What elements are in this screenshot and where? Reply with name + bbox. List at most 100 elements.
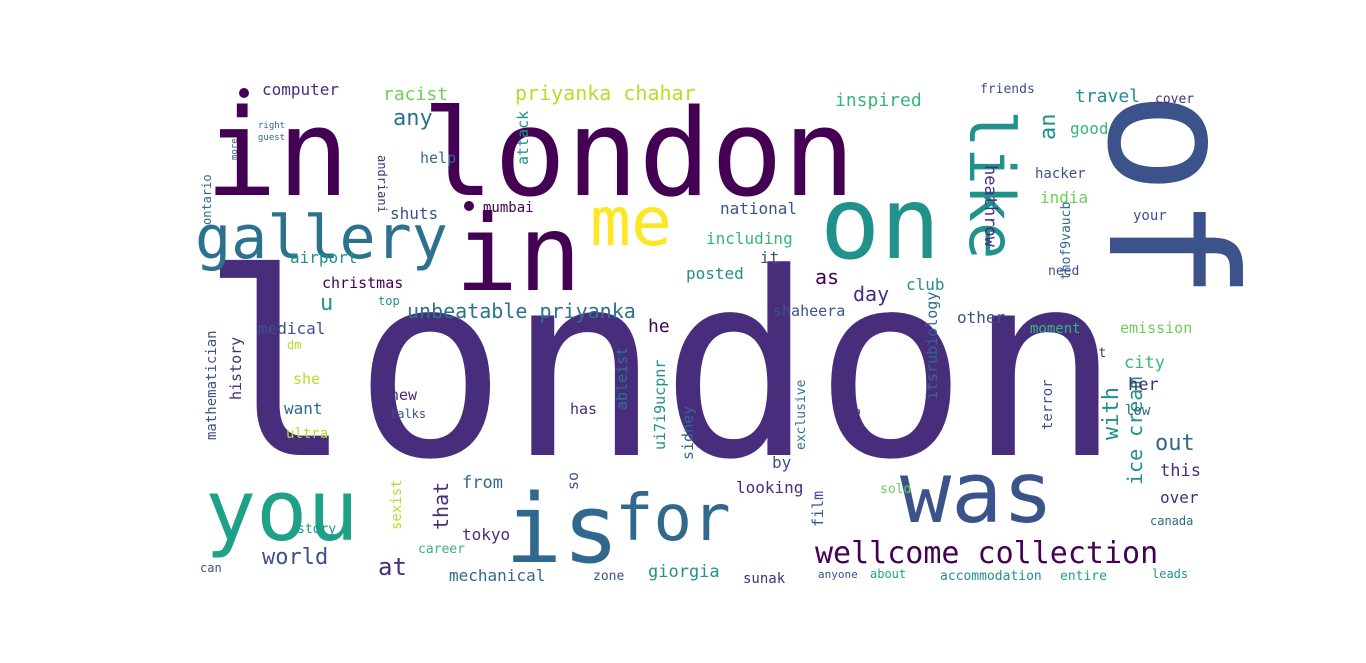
- word-any: any: [393, 106, 433, 131]
- word-including: including: [706, 229, 793, 248]
- word-in: in: [455, 193, 581, 315]
- word-u: u: [320, 291, 333, 316]
- word-city: city: [1124, 353, 1165, 373]
- word-out: out: [1155, 431, 1195, 456]
- word-itsrubiology: itsrubiology: [923, 292, 941, 400]
- word-an: an: [1036, 114, 1061, 141]
- word-from: from: [462, 473, 503, 493]
- word-sexist: sexist: [389, 479, 405, 530]
- word-andriani: andriani: [375, 155, 389, 213]
- word-christmas: christmas: [322, 274, 403, 292]
- word-by: by: [772, 453, 792, 472]
- word-for: for: [615, 482, 731, 556]
- dot-mark: [464, 201, 474, 211]
- word-on: on: [820, 165, 940, 282]
- word-over: over: [1160, 488, 1199, 507]
- word-shuts: shuts: [390, 204, 438, 223]
- word-top: top: [378, 294, 400, 308]
- word-help: help: [420, 149, 456, 167]
- word-me: me: [590, 183, 672, 262]
- word-ui7i9ucpnr: ui7i9ucpnr: [651, 360, 669, 450]
- word-unbeatable-priyanka: unbeatable priyanka: [407, 299, 636, 323]
- word-medical: medical: [258, 319, 325, 338]
- word-giorgia: giorgia: [648, 562, 720, 582]
- word-story: story: [297, 522, 336, 537]
- word-hacker: hacker: [1035, 166, 1086, 182]
- word-ultra: ultra: [286, 426, 328, 442]
- word-moment: moment: [1030, 321, 1081, 337]
- word-computer: computer: [262, 80, 339, 99]
- word-mechanical: mechanical: [449, 566, 545, 585]
- word-airport: airport: [290, 248, 357, 267]
- word-day: day: [853, 282, 889, 306]
- word-he: he: [648, 316, 670, 337]
- word-exclusive: exclusive: [794, 379, 809, 450]
- word-has: has: [570, 400, 597, 418]
- word-she: she: [293, 370, 320, 388]
- word-sidney: sidney: [679, 406, 697, 460]
- word-good: good: [1070, 119, 1109, 138]
- word-priyanka-chahar: priyanka chahar: [515, 81, 696, 105]
- word-about: about: [870, 567, 906, 581]
- word-want: want: [284, 399, 323, 418]
- word-at: at: [378, 553, 407, 581]
- word-anyone: anyone: [818, 568, 858, 581]
- word-low: low: [1125, 403, 1151, 419]
- word-ice-cream: ice cream: [1123, 377, 1147, 485]
- word-so: so: [564, 472, 582, 490]
- word-was: was: [900, 444, 1054, 543]
- dot-mark: [239, 88, 249, 98]
- word-london: london: [200, 219, 1121, 516]
- word-ontario: ontario: [200, 174, 214, 225]
- word-canada: canada: [1150, 514, 1193, 528]
- word-more: more: [230, 138, 240, 160]
- word-career: career: [418, 542, 465, 557]
- word-in-london: in london: [205, 85, 855, 224]
- word-new: new: [390, 386, 418, 404]
- word-travel: travel: [1075, 86, 1140, 107]
- word-accommodation: accommodation: [940, 569, 1042, 584]
- word-gallery: gallery: [195, 203, 448, 273]
- word-thof9vaucb: thof9vaucb: [1059, 202, 1074, 280]
- word-mathematician: mathematician: [204, 330, 220, 440]
- word-leads: leads: [1152, 567, 1188, 581]
- word-friends: friends: [980, 82, 1035, 97]
- word-this: this: [1160, 461, 1201, 481]
- word-talks: talks: [390, 407, 426, 421]
- word-entire: entire: [1060, 569, 1107, 584]
- word-last: last: [1075, 346, 1106, 361]
- word-inspired: inspired: [835, 90, 922, 111]
- word-wellcome-collection: wellcome collection: [815, 536, 1158, 571]
- word-can: can: [200, 561, 222, 575]
- word-racist: racist: [383, 84, 448, 105]
- word-guest: guest: [258, 133, 285, 143]
- word-cover: cover: [1155, 92, 1194, 107]
- word-like: like: [955, 110, 1028, 259]
- word-emission: emission: [1120, 319, 1192, 337]
- word-india: india: [1040, 188, 1088, 207]
- word-sold: sold: [880, 482, 911, 497]
- word-mumbai: mumbai: [483, 200, 534, 216]
- word-her: her: [1128, 375, 1159, 395]
- word-attack: attack: [514, 111, 532, 165]
- word-your: your: [1133, 208, 1167, 224]
- word-world: world: [262, 545, 328, 570]
- word-history: history: [227, 337, 245, 400]
- word-shaheera: shaheera: [773, 302, 845, 320]
- word-with: with: [1099, 387, 1124, 440]
- word-need: need: [1048, 264, 1079, 279]
- word-terror: terror: [1040, 379, 1056, 430]
- word-one: one: [846, 408, 864, 435]
- word-heathrow: heathrow: [980, 165, 1000, 248]
- word-is: is: [505, 475, 619, 585]
- word-right: right: [258, 121, 285, 131]
- word-national: national: [720, 199, 797, 218]
- word-club: club: [906, 275, 945, 294]
- word-it: it: [760, 248, 779, 267]
- word-looking: looking: [736, 478, 803, 497]
- word-of: of: [1068, 90, 1271, 301]
- word-posted: posted: [686, 264, 744, 283]
- word-you: you: [205, 462, 359, 561]
- word-film: film: [809, 491, 827, 527]
